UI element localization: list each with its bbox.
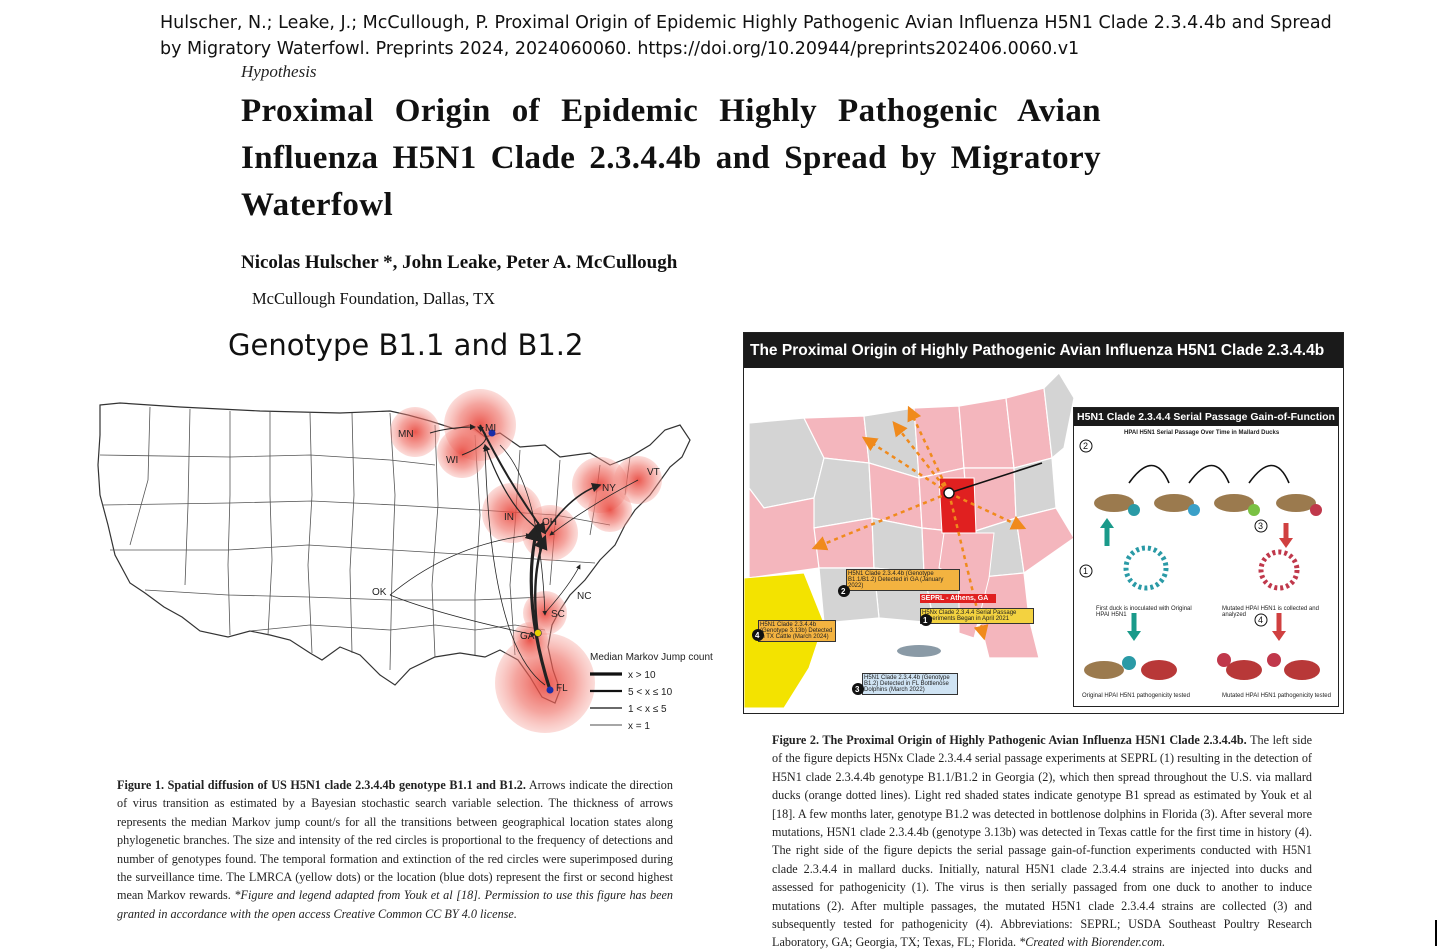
legend-item: x > 10 [628, 670, 656, 681]
location-dot [488, 429, 496, 437]
panel-title: H5N1 Clade 2.3.4.4 Serial Passage Gain-o… [1074, 408, 1338, 426]
figure2-caption-italic: *Created with Biorender.com. [1016, 935, 1166, 950]
state-labels: MN MI WI VT NY IN OH OK NC SC GA FL [372, 423, 660, 694]
location-dot [546, 686, 554, 694]
state-label: MN [398, 429, 414, 440]
state-label: OH [542, 517, 557, 528]
legend-item: 5 < x ≤ 10 [628, 687, 673, 698]
figure2-caption: Figure 2. The Proximal Origin of Highly … [772, 731, 1312, 952]
step-number: 2 [1083, 441, 1088, 451]
map-step-markers: 2 1 4 3 [752, 585, 932, 695]
state-label: VT [647, 467, 660, 478]
figure1-caption-text: Arrows indicate the direction of virus t… [117, 778, 673, 903]
map-step-number: 3 [855, 685, 860, 694]
spread-lines [811, 405, 1027, 641]
state-label: WI [446, 455, 458, 466]
ga-callout: H5N1 Clade 2.3.4.4b (Genotype B1.1/B1.2)… [846, 569, 960, 591]
state-label: FL [556, 683, 568, 694]
first-duck-label: First duck is inoculated with Original H… [1096, 606, 1192, 618]
figure1-caption: Figure 1. Spatial diffusion of US H5N1 c… [117, 776, 673, 923]
state-label: OK [372, 587, 387, 598]
map-step-number: 2 [841, 587, 846, 596]
legend-item: 1 < x ≤ 5 [628, 704, 667, 715]
legend-title: Median Markov Jump count [590, 652, 713, 663]
map-step-number: 4 [755, 631, 760, 640]
step-number: 3 [1258, 521, 1263, 531]
state-label: MI [485, 423, 496, 434]
state-label: IN [504, 512, 514, 523]
duck-row [1094, 494, 1316, 512]
figure1-legend: Median Markov Jump count x > 10 5 < x ≤ … [590, 652, 713, 732]
mutated-tested-label: Mutated HPAI H5N1 pathogenicity tested [1222, 693, 1331, 699]
legend-item: x = 1 [628, 721, 650, 732]
panel-illustration: 1 2 3 4 [1079, 439, 1322, 680]
figure2-header: The Proximal Origin of Highly Pathogenic… [744, 333, 1343, 368]
state-label: NY [602, 483, 616, 494]
passage-label: HPAI H5N1 Serial Passage Over Time in Ma… [1124, 430, 1280, 436]
state-label: NC [577, 591, 591, 602]
figure2-graphic: The Proximal Origin of Highly Pathogenic… [743, 332, 1344, 714]
affiliation: McCullough Foundation, Dallas, TX [252, 289, 496, 308]
dolphin-shape [897, 645, 941, 657]
text-cursor [1435, 920, 1437, 946]
article-type: Hypothesis [241, 62, 317, 81]
fl-callout: H5N1 Clade 2.3.4.4b (Genotype B1.2) Dete… [862, 673, 958, 695]
figure2-caption-bold: Figure 2. The Proximal Origin of Highly … [772, 733, 1247, 747]
step-number: 4 [1258, 615, 1263, 625]
state-label: SC [551, 609, 565, 620]
author-list: Nicolas Hulscher *, John Leake, Peter A.… [241, 252, 678, 273]
step-numbers: 1 2 3 4 [1079, 439, 1268, 627]
seprl-sub-callout: H5Nx Clade 2.3.4.4 Serial Passage Experi… [920, 608, 1034, 624]
paper-title: Proximal Origin of Epidemic Highly Patho… [241, 93, 1101, 223]
transition-arrows [389, 424, 639, 691]
serial-passage-panel: H5N1 Clade 2.3.4.4 Serial Passage Gain-o… [1073, 407, 1339, 707]
tested-ducks [1084, 653, 1320, 680]
citation-text: Hulscher, N.; Leake, J.; McCullough, P. … [160, 13, 1332, 59]
virus-icons [1123, 504, 1322, 591]
figure1-heading: Genotype B1.1 and B1.2 [228, 328, 584, 362]
figure1-us-map: MN MI WI VT NY IN OH OK NC SC GA FL Medi… [97, 389, 713, 733]
figure1-caption-italic: *Figure and legend adapted from Youk et … [117, 888, 673, 921]
mutated-label: Mutated HPAI H5N1 is collected and analy… [1222, 606, 1319, 618]
step-number: 1 [1083, 566, 1088, 576]
figure2-caption-text: The left side of the figure depicts H5Nx… [772, 733, 1312, 950]
state-label: GA [520, 631, 535, 642]
map-step-number: 1 [923, 616, 928, 625]
lmrca-dot [534, 629, 542, 637]
seprl-marker [943, 487, 955, 499]
passage-arrows [1128, 464, 1290, 484]
tx-callout: H5N1 Clade 2.3.4.4b (Genotype 3.13b) Det… [758, 620, 836, 642]
figure1-caption-bold: Figure 1. Spatial diffusion of US H5N1 c… [117, 778, 526, 792]
seprl-callout: SEPRL - Athens, GA [920, 594, 996, 603]
original-tested-label: Original HPAI H5N1 pathogenicity tested [1082, 693, 1190, 699]
